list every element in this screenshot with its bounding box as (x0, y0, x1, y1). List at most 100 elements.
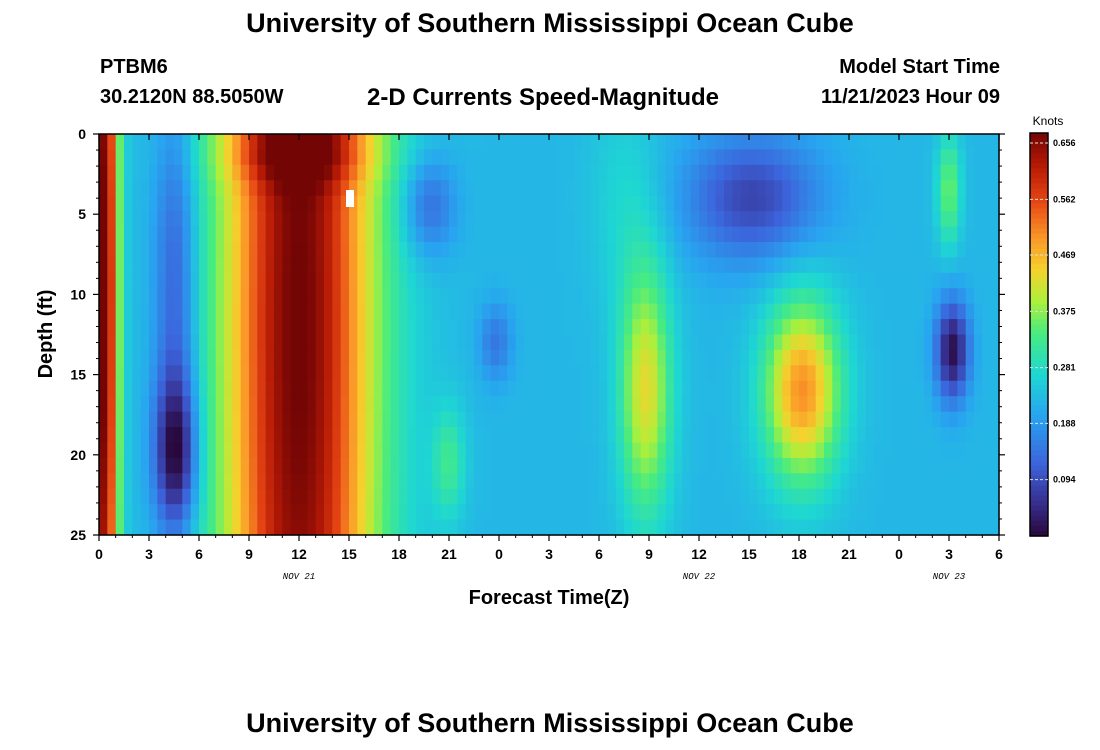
heatmap-cell (815, 272, 825, 289)
heatmap-cell (699, 303, 708, 320)
colorbar-segment (1030, 299, 1048, 305)
heatmap-cell (724, 411, 733, 428)
heatmap-cell (307, 134, 317, 151)
heatmap-cell (815, 411, 825, 428)
heatmap-cell (940, 457, 950, 474)
heatmap-cell (540, 488, 550, 505)
heatmap-cell (540, 149, 550, 166)
heatmap-cell (682, 442, 692, 459)
heatmap-cell (707, 488, 717, 505)
heatmap-cell (532, 365, 542, 382)
heatmap-cell (232, 241, 242, 258)
heatmap-cell (324, 164, 333, 181)
heatmap-cell (324, 241, 333, 258)
heatmap-cell (232, 504, 242, 521)
heatmap-cell (457, 164, 467, 181)
colorbar-segment (1030, 203, 1048, 210)
heatmap-cell (215, 365, 225, 382)
heatmap-cell (140, 488, 150, 505)
heatmap-cell (832, 473, 842, 490)
heatmap-cell (840, 349, 850, 366)
heatmap-cell (499, 411, 508, 428)
heatmap-cell (274, 427, 283, 444)
heatmap-cell (607, 164, 617, 181)
heatmap-cell (982, 457, 992, 474)
heatmap-cell (657, 396, 667, 413)
heatmap-cell (365, 427, 375, 444)
heatmap-cell (774, 211, 783, 228)
heatmap-cell (632, 303, 642, 320)
heatmap-cell (265, 427, 275, 444)
heatmap-cell (440, 427, 450, 444)
heatmap-cell (615, 303, 625, 320)
heatmap-cell (265, 457, 275, 474)
heatmap-cell (990, 241, 1000, 258)
heatmap-cell (840, 457, 850, 474)
heatmap-cell (965, 349, 975, 366)
heatmap-cell (107, 180, 117, 197)
heatmap-cell (207, 334, 217, 351)
heatmap-cell (524, 195, 533, 212)
heatmap-cell (115, 195, 125, 212)
heatmap-cell (399, 319, 408, 336)
heatmap-cell (165, 457, 175, 474)
heatmap-cell (182, 334, 192, 351)
heatmap-cell (699, 134, 708, 151)
heatmap-cell (632, 488, 642, 505)
heatmap-cell (699, 241, 708, 258)
colorbar-segment (1030, 420, 1048, 426)
heatmap-cell (174, 396, 183, 413)
heatmap-cell (874, 272, 883, 289)
heatmap-cell (732, 488, 742, 505)
heatmap-cell (140, 272, 150, 289)
heatmap-cell (507, 504, 517, 521)
heatmap-cell (882, 349, 892, 366)
heatmap-cell (690, 504, 700, 521)
heatmap-cell (699, 427, 708, 444)
heatmap-cell (874, 211, 883, 228)
heatmap-cell (424, 457, 433, 474)
heatmap-cell (424, 288, 433, 305)
heatmap-cell (874, 180, 883, 197)
heatmap-cell (532, 303, 542, 320)
heatmap-cell (965, 365, 975, 382)
heatmap-cell (265, 365, 275, 382)
heatmap-cell (424, 411, 433, 428)
heatmap-cell (757, 365, 767, 382)
heatmap-cell (315, 134, 325, 151)
heatmap-cell (974, 241, 983, 258)
heatmap-cell (982, 257, 992, 274)
heatmap-cell (649, 226, 658, 243)
heatmap-cell (674, 504, 683, 521)
heatmap-cell (174, 226, 183, 243)
heatmap-cell (557, 164, 567, 181)
heatmap-cell (190, 519, 200, 536)
heatmap-cell (274, 164, 283, 181)
heatmap-cell (224, 226, 233, 243)
heatmap-cell (274, 149, 283, 166)
heatmap-cell (115, 427, 125, 444)
heatmap-cell (199, 164, 208, 181)
heatmap-cell (915, 504, 925, 521)
heatmap-cell (324, 396, 333, 413)
heatmap-cell (574, 380, 583, 397)
heatmap-cell (332, 473, 342, 490)
heatmap-cell (807, 473, 817, 490)
heatmap-cell (590, 195, 600, 212)
heatmap-cell (907, 442, 917, 459)
heatmap-cell (432, 411, 442, 428)
heatmap-cell (815, 473, 825, 490)
heatmap-cell (907, 411, 917, 428)
heatmap-cell (157, 226, 167, 243)
heatmap-cell (565, 149, 575, 166)
heatmap-cell (357, 504, 367, 521)
heatmap-cell (949, 226, 958, 243)
heatmap-cell (324, 226, 333, 243)
heatmap-cell (382, 519, 392, 536)
heatmap-cell (307, 180, 317, 197)
heatmap-cell (790, 257, 800, 274)
heatmap-cell (99, 257, 108, 274)
heatmap-cell (799, 226, 808, 243)
heatmap-cell (790, 365, 800, 382)
heatmap-cell (457, 149, 467, 166)
